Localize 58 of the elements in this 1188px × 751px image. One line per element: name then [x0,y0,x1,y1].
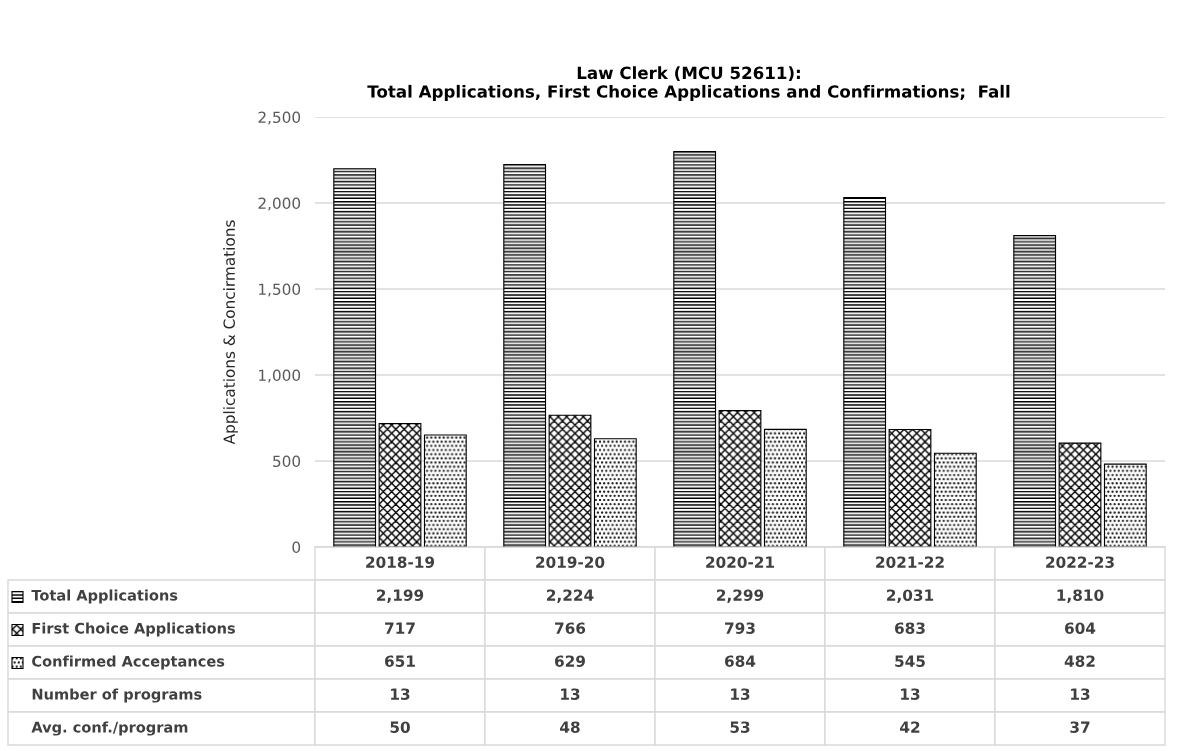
bar [763,428,807,547]
text: Number of programs [32,688,202,703]
y-tick-label: 2,000 [258,197,301,211]
x-tick-label: 2021-22 [876,556,944,568]
data-label: 766 [555,622,586,634]
text: 48 [560,721,580,733]
y-tick-label: 0 [292,541,301,554]
chart-title: Law Clerk (MCU 52611): Total Applications, First Choice Applications and Confirmations; Fall [367,66,1010,102]
data-label: 717 [385,622,415,634]
bar [378,423,422,547]
x-tick-label: 2022-23 [1046,556,1114,568]
data-label: 2,199 [377,589,424,603]
data-label: 482 [1064,655,1095,667]
bar [888,428,932,547]
data-label: 629 [555,655,585,667]
data-label: 545 [895,655,925,667]
data-label: 2,031 [887,589,934,603]
bar [718,410,762,547]
bar [333,168,377,547]
text: 37 [1070,721,1090,733]
text: 13 [1071,688,1090,700]
bar [673,151,717,547]
text: 13 [731,688,750,700]
data-label: 683 [895,622,925,634]
y-axis-title: Applications & Concirmations [223,220,238,445]
bar [1013,235,1057,547]
y-tick-label: 1,500 [259,283,301,297]
legend-label: First Choice Applications [32,622,235,637]
data-label: 2,224 [547,589,594,603]
data-label: 793 [725,622,755,634]
y-tick-label: 2,500 [258,111,301,125]
bar [1103,463,1147,547]
data-label: 651 [385,655,415,667]
x-tick-label: 2018-19 [366,556,435,568]
text: Avg. conf./program [31,721,188,736]
data-label: 1,810 [1057,589,1104,603]
data-label: 2,299 [717,589,764,603]
x-tick-label: 2019-20 [536,556,605,568]
bar [843,197,887,547]
text: 53 [730,721,750,733]
text: 50 [390,721,410,733]
data-label: 684 [725,655,756,667]
text: 42 [900,721,920,733]
legend-label: Total Applications [31,589,178,604]
bar [593,438,637,547]
legend-label: Confirmed Acceptances [32,655,225,670]
bar [548,414,592,547]
text: 13 [391,688,410,700]
bar [423,434,467,547]
y-tick-label: 1,000 [259,369,301,383]
bar [503,163,547,547]
bar [1058,442,1102,547]
bar [933,452,977,547]
y-tick-label: 500 [273,455,301,468]
text: 13 [561,688,580,700]
text: 13 [901,688,920,700]
data-label: 604 [1065,622,1096,634]
x-tick-label: 2020-21 [706,556,775,568]
